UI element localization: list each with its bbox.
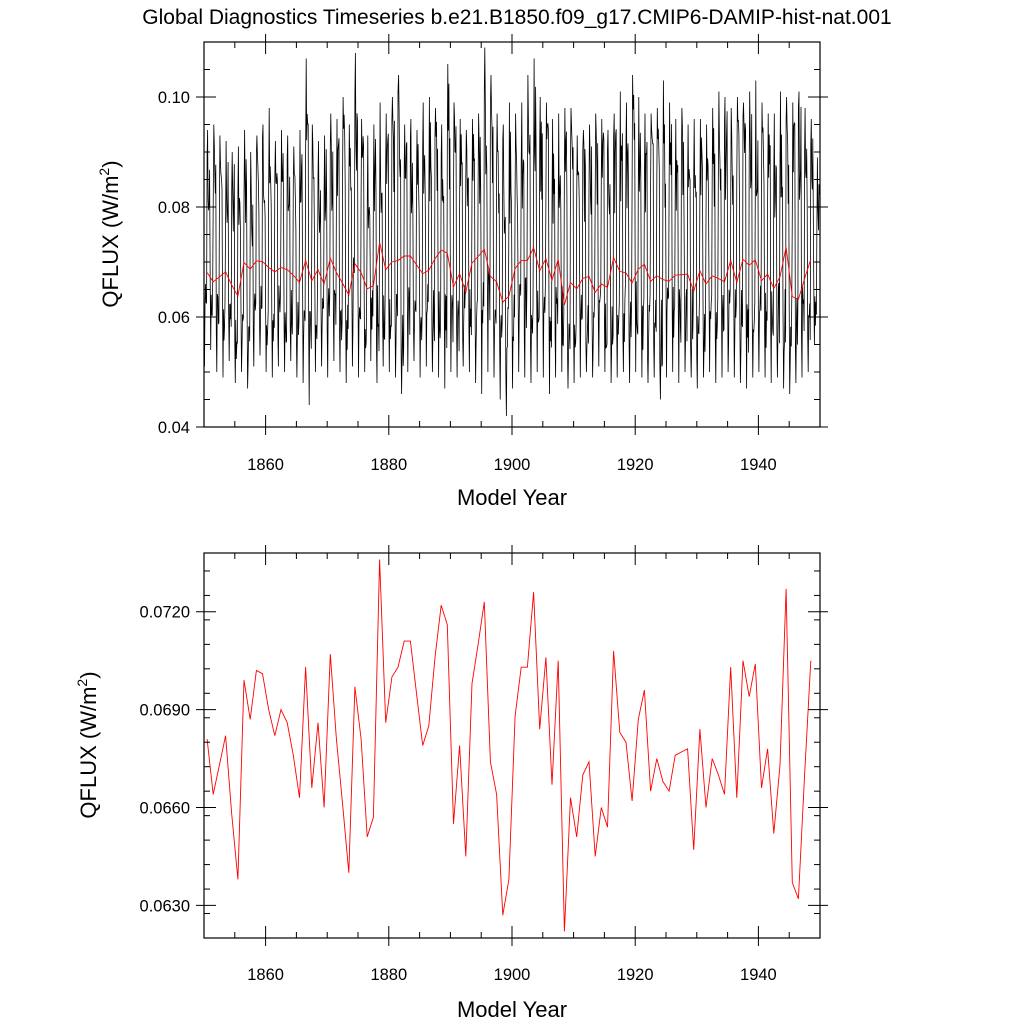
x-axis-title: Model Year <box>457 485 567 510</box>
y-axis-title-text: QFLUX (W/m <box>76 687 101 819</box>
y-tick-label: 0.0690 <box>140 702 190 720</box>
x-tick-label: 1880 <box>370 966 407 984</box>
y-tick-label: 0.08 <box>158 199 190 217</box>
y-axis-title-superscript: 2 <box>96 168 112 176</box>
bottom-panel: 1860 1880 1900 1920 1940 0.0630 0.0660 0.0690 0.… <box>74 545 828 1022</box>
y-tick-label: 0.0630 <box>140 897 190 915</box>
y-tick-label: 0.06 <box>158 309 190 327</box>
y-axis-title-close: ) <box>98 160 123 167</box>
x-tick-label: 1940 <box>740 966 777 984</box>
y-axis-title: QFLUX (W/m2) <box>74 671 101 818</box>
top-panel: 1860 1880 1900 1920 1940 0.04 0.06 0.08 0.10 Mode… <box>96 34 828 510</box>
chart-title: Global Diagnostics Timeseries b.e21.B185… <box>142 6 891 29</box>
annual-mean-line <box>206 559 812 932</box>
y-axis-title-text: QFLUX (W/m <box>98 176 123 308</box>
y-axis-title-close: ) <box>76 671 101 678</box>
plot-frame <box>203 552 821 939</box>
x-tick-label: 1920 <box>617 966 654 984</box>
monthly-series-line <box>203 47 820 417</box>
y-tick-label: 0.04 <box>158 419 190 437</box>
y-axis-title-superscript: 2 <box>74 679 90 687</box>
y-tick-label: 0.0720 <box>140 604 190 622</box>
x-tick-label: 1900 <box>494 456 531 474</box>
y-tick-label: 0.0660 <box>140 799 190 817</box>
x-tick-label: 1900 <box>494 966 531 984</box>
y-axis-title: QFLUX (W/m2) <box>96 160 123 307</box>
y-tick-label: 0.10 <box>158 89 190 107</box>
x-axis-title: Model Year <box>457 997 567 1022</box>
annual-mean-line <box>206 242 812 306</box>
x-tick-label: 1920 <box>617 456 654 474</box>
x-tick-label: 1880 <box>370 456 407 474</box>
x-tick-label: 1860 <box>247 456 284 474</box>
x-tick-label: 1940 <box>740 456 777 474</box>
x-tick-label: 1860 <box>247 966 284 984</box>
